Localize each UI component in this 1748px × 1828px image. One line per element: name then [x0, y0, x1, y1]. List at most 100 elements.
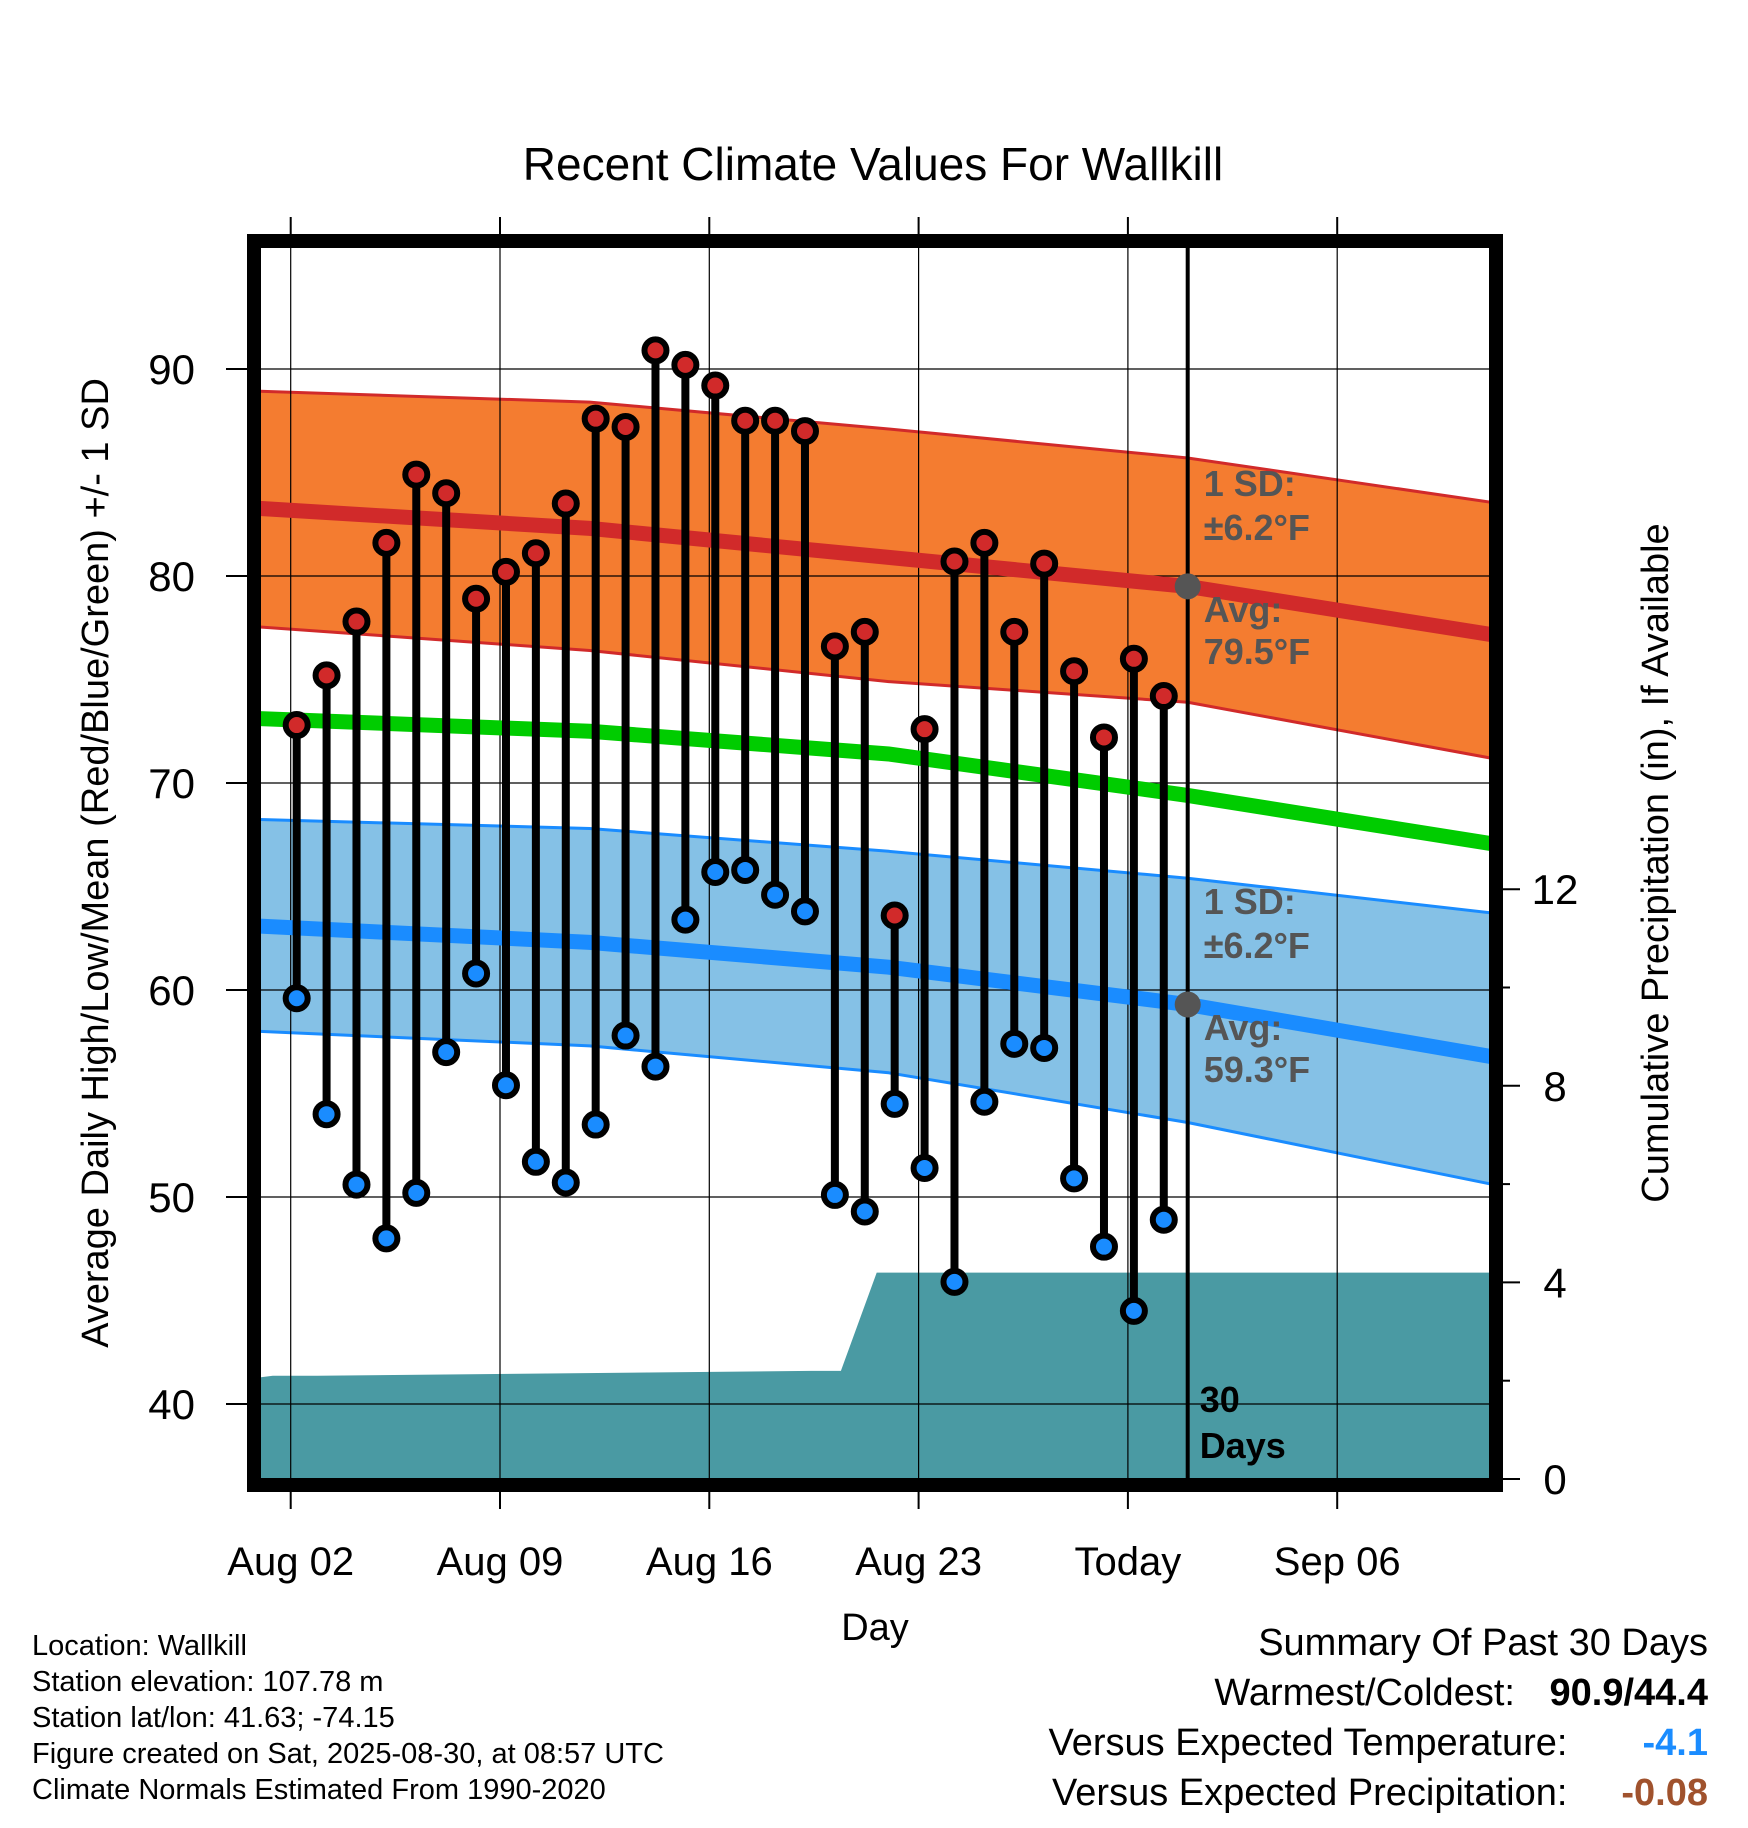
daily-low-point [282, 984, 311, 1013]
daily-high-point [731, 406, 760, 435]
summary-title: Summary Of Past 30 Days [1258, 1622, 1708, 1664]
x-tick-label: Today [1075, 1540, 1182, 1584]
daily-low-point [701, 858, 730, 887]
normal-mean-line [260, 711, 1490, 852]
x-tick-label: Aug 23 [855, 1540, 982, 1584]
daily-high-point [910, 715, 939, 744]
daily-high-point [551, 489, 580, 518]
daily-high-point [402, 460, 431, 489]
daily-low-point [970, 1087, 999, 1116]
days-count-label: 30 [1200, 1379, 1240, 1420]
daily-low-point [581, 1110, 610, 1139]
y-tick-label: 60 [148, 967, 195, 1014]
summary-precip-row: Versus Expected Precipitation: -0.08 [1049, 1768, 1708, 1818]
low-avg-label: Avg: [1204, 1007, 1283, 1048]
daily-high-point [641, 336, 670, 365]
daily-high-point [790, 417, 819, 446]
y2-tick-label: 0 [1543, 1456, 1566, 1503]
y2-tick-label: 8 [1543, 1063, 1566, 1110]
daily-low-point [1149, 1205, 1178, 1234]
daily-high-point [880, 901, 909, 930]
info-location: Location: Wallkill [32, 1630, 247, 1662]
daily-low-point [1060, 1164, 1089, 1193]
daily-low-point [761, 880, 790, 909]
daily-low-point [611, 1021, 640, 1050]
plot-frame [247, 234, 1503, 1492]
daily-low-point [402, 1178, 431, 1207]
daily-high-point [671, 350, 700, 379]
daily-high-point [701, 371, 730, 400]
info-normals: Climate Normals Estimated From 1990-2020 [32, 1774, 606, 1806]
today-low-avg-marker [1174, 991, 1201, 1018]
daily-low-point [342, 1170, 371, 1199]
info-latlon: Station lat/lon: 41.63; -74.15 [32, 1702, 395, 1734]
low-sd-label: 1 SD: [1204, 881, 1296, 922]
daily-low-point [731, 855, 760, 884]
summary-precip-value: -0.08 [1621, 1772, 1708, 1814]
summary-warm-cold-row: Warmest/Coldest: 90.9/44.4 [1049, 1668, 1708, 1718]
daily-high-point [462, 584, 491, 613]
x-axis-label: Day [841, 1607, 909, 1649]
daily-low-point [910, 1154, 939, 1183]
daily-low-point [521, 1147, 550, 1176]
daily-low-point [312, 1100, 341, 1129]
daily-low-point [1030, 1033, 1059, 1062]
daily-high-point [521, 539, 550, 568]
daily-low-point [940, 1267, 969, 1296]
daily-high-point [581, 404, 610, 433]
daily-high-point [1089, 723, 1118, 752]
daily-low-point [372, 1224, 401, 1253]
y2-tick-label: 12 [1532, 866, 1579, 913]
daily-high-point [432, 479, 461, 508]
x-tick-label: Aug 16 [646, 1540, 773, 1584]
daily-high-point [1060, 657, 1089, 686]
daily-high-point [282, 711, 311, 740]
station-info: Location: Wallkill Station elevation: 10… [32, 1628, 664, 1808]
daily-high-point [312, 661, 341, 690]
summary-temp-label: Versus Expected Temperature: [1048, 1722, 1568, 1764]
low-sd-value: ±6.2°F [1204, 925, 1310, 966]
summary-temp-value: -4.1 [1642, 1722, 1708, 1764]
daily-low-point [790, 897, 819, 926]
daily-low-point [880, 1089, 909, 1118]
high-avg-label: Avg: [1204, 589, 1283, 630]
daily-low-point [671, 905, 700, 934]
daily-high-point [1000, 617, 1029, 646]
info-created: Figure created on Sat, 2025-08-30, at 08… [32, 1738, 664, 1770]
y-tick-label: 40 [148, 1381, 195, 1428]
high-avg-value: 79.5°F [1204, 631, 1310, 672]
daily-low-point [462, 959, 491, 988]
y-tick-label: 90 [148, 346, 195, 393]
summary-panel: Summary Of Past 30 Days Warmest/Coldest:… [1049, 1618, 1708, 1818]
summary-warm-cold-value: 90.9/44.4 [1549, 1672, 1708, 1714]
x-tick-label: Aug 02 [227, 1540, 354, 1584]
daily-low-point [820, 1180, 849, 1209]
precipitation-area [260, 1272, 1490, 1479]
chart-title: Recent Climate Values For Wallkill [523, 138, 1223, 190]
high-band-lower-edge [260, 625, 1490, 760]
daily-high-point [850, 617, 879, 646]
daily-low-point [641, 1052, 670, 1081]
y2-axis-label: Cumulative Precipitation (in), If Availa… [1635, 523, 1677, 1202]
x-tick-label: Sep 06 [1274, 1540, 1401, 1584]
summary-warm-cold-label: Warmest/Coldest: [1214, 1672, 1515, 1714]
daily-low-point [850, 1197, 879, 1226]
daily-high-point [372, 528, 401, 557]
daily-high-point [611, 412, 640, 441]
daily-high-point [940, 547, 969, 576]
high-sd-band [260, 391, 1490, 758]
y2-tick-label: 4 [1543, 1259, 1566, 1306]
summary-temp-row: Versus Expected Temperature: -4.1 [1049, 1718, 1708, 1768]
daily-high-point [1149, 682, 1178, 711]
x-tick-label: Aug 09 [437, 1540, 564, 1584]
high-sd-value: ±6.2°F [1204, 507, 1310, 548]
y-tick-label: 50 [148, 1174, 195, 1221]
y-axis-label: Average Daily High/Low/Mean (Red/Blue/Gr… [75, 378, 117, 1348]
daily-low-point [491, 1071, 520, 1100]
daily-low-point [1000, 1029, 1029, 1058]
summary-precip-label: Versus Expected Precipitation: [1052, 1772, 1568, 1814]
daily-low-point [432, 1038, 461, 1067]
y-tick-label: 80 [148, 553, 195, 600]
daily-high-point [820, 632, 849, 661]
